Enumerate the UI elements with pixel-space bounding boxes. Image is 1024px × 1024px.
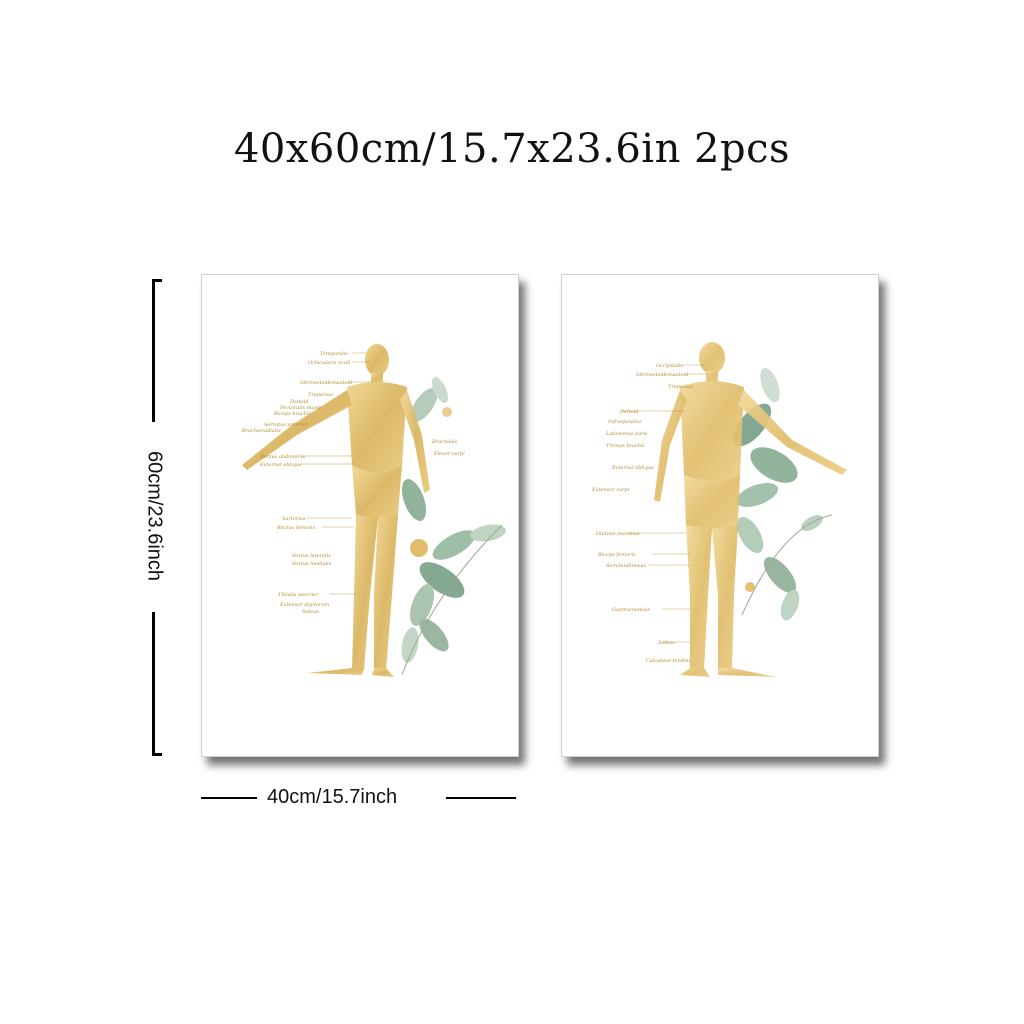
label-extensor-carpi: Extensor carpi <box>591 487 630 493</box>
label-trapezius: Trapezius <box>308 392 333 398</box>
front-anatomy-illustration: Temporalis Orbicularis oculi Sternocleid… <box>241 344 506 677</box>
label-soleus: Soleus <box>302 609 319 615</box>
front-labels: Temporalis Orbicularis oculi Sternocleid… <box>241 351 465 615</box>
label-vastus-lateralis: Vastus lateralis <box>292 553 331 559</box>
label-serratus: Serratus anterior <box>264 422 309 428</box>
poster-front-anatomy: Temporalis Orbicularis oculi Sternocleid… <box>201 274 519 757</box>
label-vastus-medialis: Vastus medialis <box>292 561 332 567</box>
height-marker-bottom-cap <box>152 753 162 756</box>
back-anatomy-illustration: Occipitalis Sternocleidomastoid Trapeziu… <box>591 342 847 677</box>
label-brachioradialis: Brachioradialis <box>241 428 281 434</box>
label-orbicularis: Orbicularis oculi <box>308 360 351 366</box>
label-biceps-femoris: Biceps femoris <box>597 552 636 558</box>
label-external-oblique: External oblique <box>259 462 302 468</box>
label-occipitalis: Occipitalis <box>656 363 683 369</box>
label-calcaneal-tendon: Calcaneal tendon <box>646 658 690 664</box>
label-semitendinosus: Semitendinosus <box>606 563 647 569</box>
label-soleus-back: Soleus <box>658 640 675 646</box>
width-marker-line-right <box>446 797 516 799</box>
height-label: 60cm/23.6inch <box>143 450 166 582</box>
eucalyptus-leaves-back <box>732 367 833 621</box>
height-marker-line-top <box>152 279 155 422</box>
back-labels: Occipitalis Sternocleidomastoid Trapeziu… <box>591 363 708 664</box>
size-title: 40x60cm/15.7x23.6in 2pcs <box>233 126 791 172</box>
height-marker-top-cap <box>152 279 162 282</box>
label-pectoralis: Pectoralis major <box>279 405 322 411</box>
height-marker-line-bottom <box>152 612 155 755</box>
label-brachialis: Brachialis <box>431 439 458 445</box>
front-body-figure <box>242 344 430 677</box>
eucalyptus-leaves-front <box>401 377 506 676</box>
width-marker-line-left <box>201 797 257 799</box>
label-deltoid: Deltoid <box>289 399 308 405</box>
label-deltoid-back: Deltoid <box>619 409 638 415</box>
label-trapezius-back: Trapezius <box>668 384 693 390</box>
label-sternocleidomastoid: Sternocleidomastoid <box>300 380 352 386</box>
label-flexor-carpi: Flexor carpi <box>433 451 465 457</box>
back-body-figure <box>654 342 847 677</box>
label-tibialis: Tibialis anterior <box>278 592 319 598</box>
gold-dot <box>410 539 428 557</box>
label-triceps: Triceps brachii <box>606 443 645 449</box>
poster-back-anatomy: Occipitalis Sternocleidomastoid Trapeziu… <box>561 274 879 757</box>
label-sartorius: Sartorius <box>282 516 306 522</box>
width-label: 40cm/15.7inch <box>267 786 398 808</box>
label-infraspinatus: Infraspinatus <box>607 419 642 425</box>
label-temporalis: Temporalis <box>320 351 348 357</box>
label-extensor-digitorum: Extensor digitorum <box>279 602 329 608</box>
gold-dot <box>745 582 755 592</box>
label-external-oblique-back: External oblique <box>611 465 654 471</box>
label-rectus-femoris: Rectus femoris <box>276 525 315 531</box>
gold-dot <box>442 407 452 417</box>
label-gastrocnemius: Gastrocnemius <box>612 607 650 613</box>
label-biceps: Biceps brachii <box>273 411 311 417</box>
label-sternocleidomastoid-back: Sternocleidomastoid <box>636 372 688 378</box>
label-latissimus: Latissimus dorsi <box>605 431 648 437</box>
label-gluteus: Gluteus maximus <box>596 531 640 537</box>
label-rectus-abdominis: Rectus abdominis <box>259 454 305 460</box>
